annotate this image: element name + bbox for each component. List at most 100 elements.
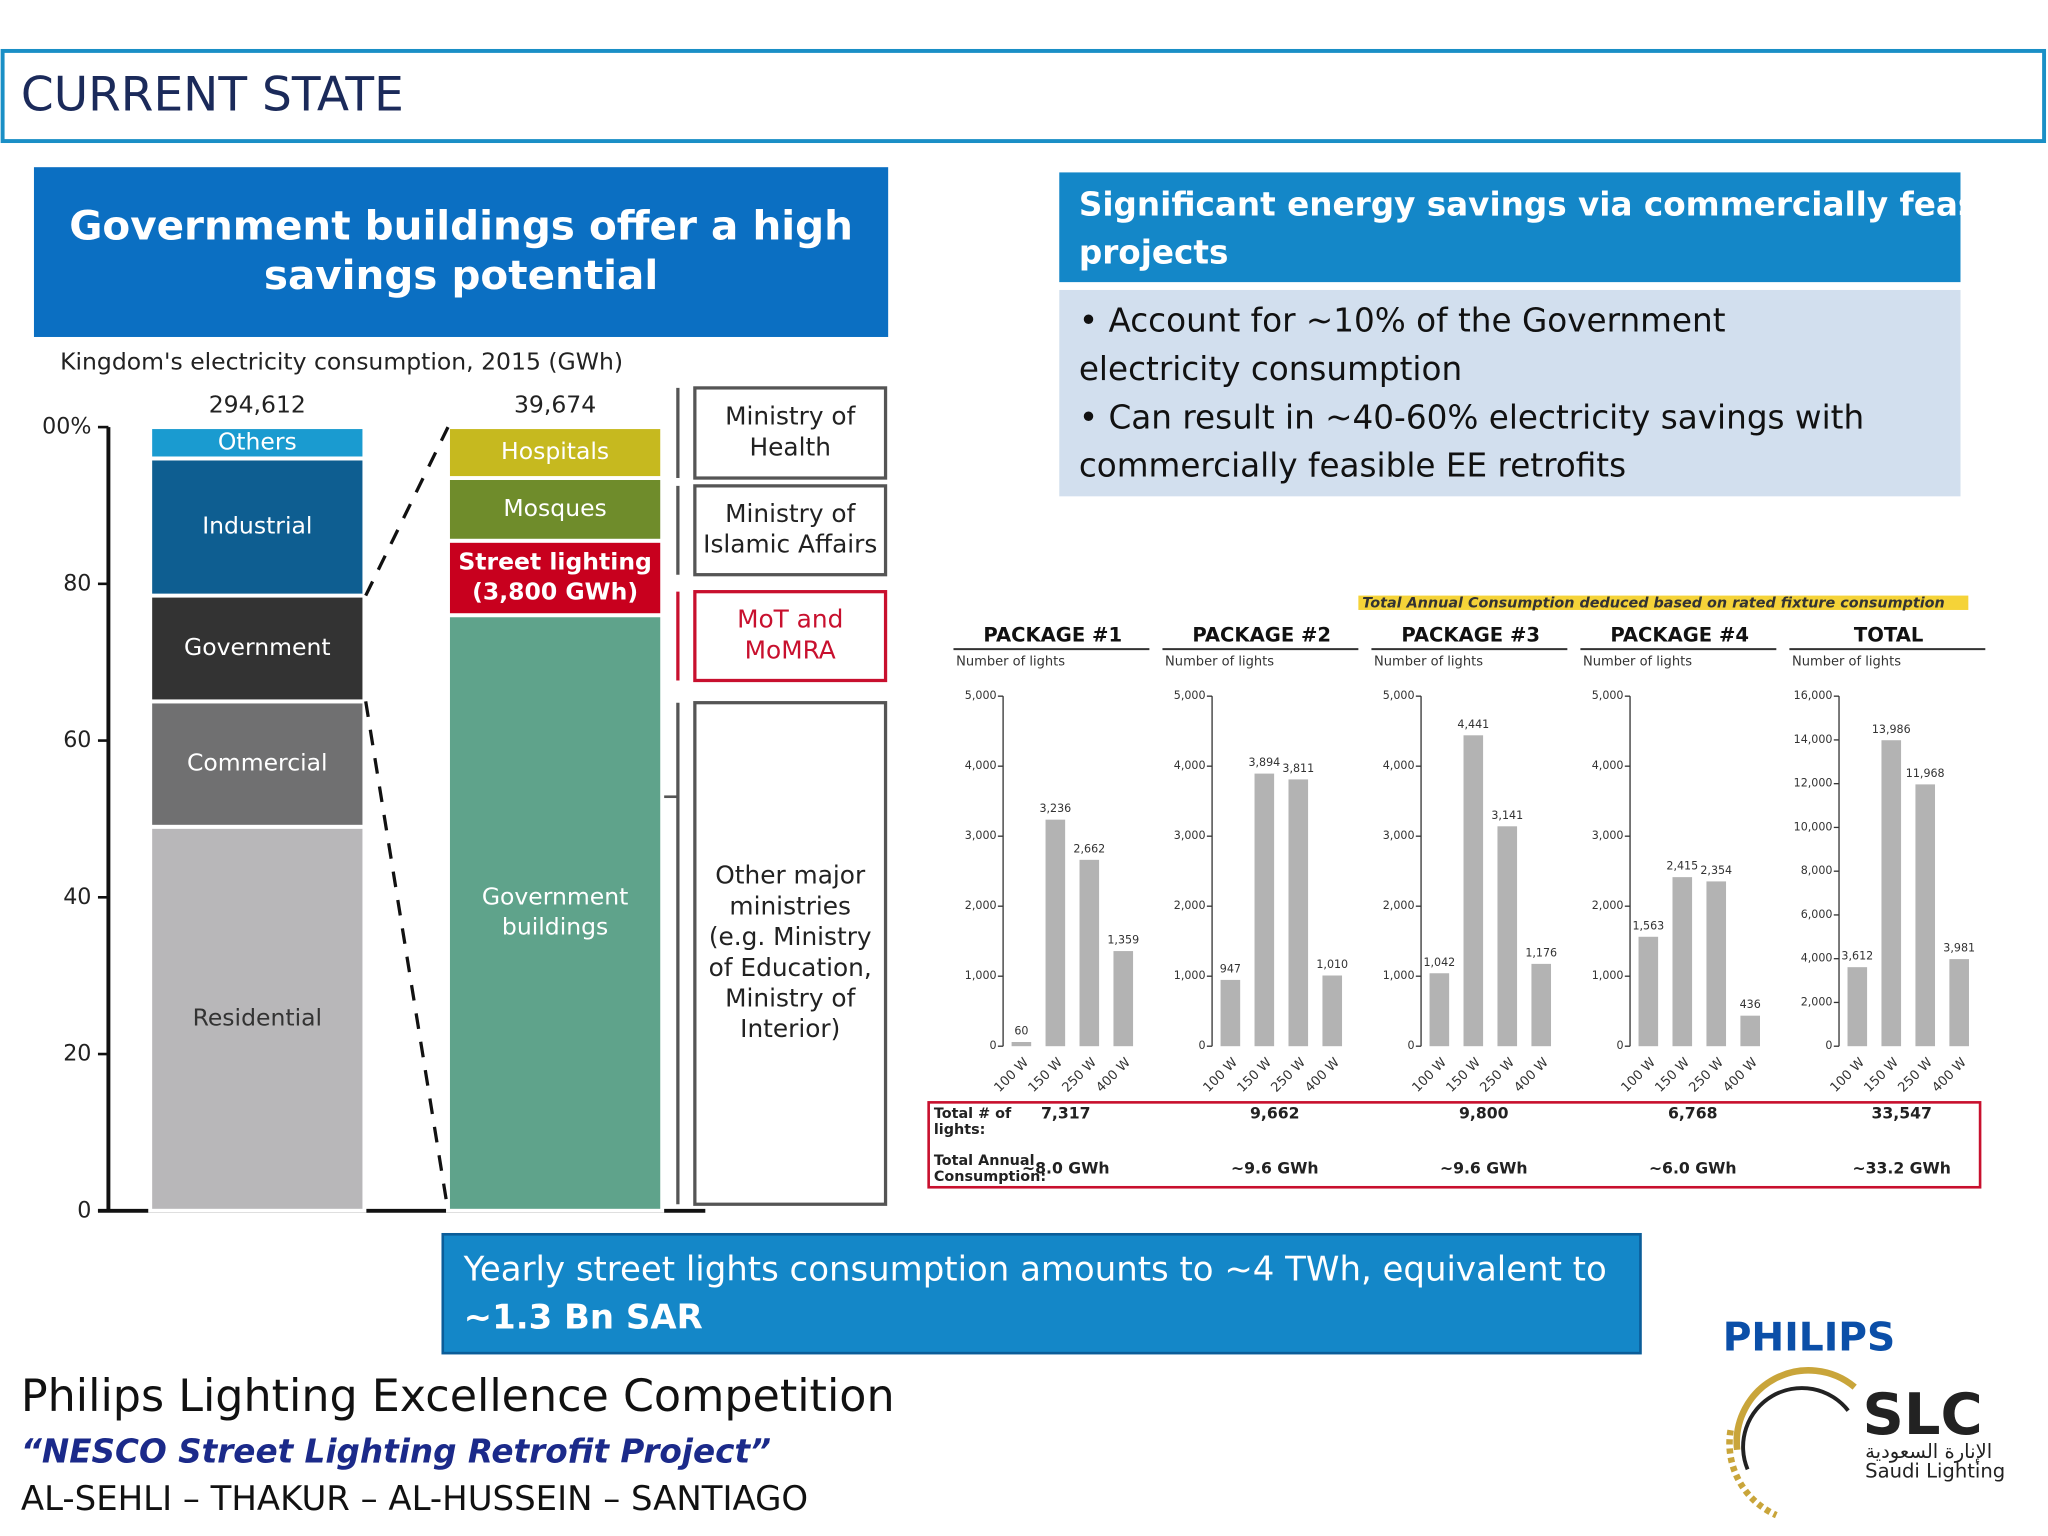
right-body-box <box>1059 289 1961 497</box>
swirl-arc <box>1741 1386 1850 1471</box>
package-title: TOTAL <box>1854 624 1923 647</box>
slc-english: Saudi Lighting <box>1865 1460 2005 1483</box>
y-tick-label: 1,000 <box>1174 969 1206 982</box>
bar <box>1288 779 1309 1047</box>
ministry-label: MoMRA <box>745 635 836 664</box>
consumption-note: Total Annual Consumption deduced based o… <box>1362 595 1944 611</box>
y-tick-label: 80 <box>63 570 91 596</box>
footer-title: Philips Lighting Excellence Competition <box>21 1371 895 1422</box>
y-tick-label: 10,000 <box>1794 820 1833 833</box>
swirl-arc <box>1733 1367 1857 1451</box>
total-lights: 9,662 <box>1250 1104 1300 1123</box>
segment-label: Mosques <box>503 494 606 522</box>
bar <box>1847 967 1868 1047</box>
total-consumption: ~33.2 GWh <box>1852 1158 1950 1177</box>
y-tick-label: 0 <box>77 1197 91 1223</box>
bar-total: 39,674 <box>514 391 596 419</box>
bar-segment <box>148 456 367 598</box>
package-title: PACKAGE #3 <box>1401 624 1540 647</box>
x-tick-label: 400 W <box>1511 1055 1551 1095</box>
bar <box>1497 826 1518 1047</box>
total-consumption: ~9.6 GWh <box>1231 1158 1319 1177</box>
connector <box>364 426 450 597</box>
segment-label: Government <box>184 633 331 661</box>
bar <box>1638 936 1659 1047</box>
slc-arabic: الإنارة السعودية <box>1865 1440 1992 1463</box>
ministry-box <box>693 484 888 577</box>
connector <box>364 701 450 1212</box>
ministry-label: Ministry of <box>725 402 856 431</box>
footer-authors: AL-SEHLI – THAKUR – AL-HUSSEIN – SANTIAG… <box>21 1479 808 1519</box>
bar <box>1045 819 1066 1047</box>
bar <box>1740 1015 1760 1047</box>
ministry-label: of Education, <box>709 953 872 982</box>
total-consumption: ~9.6 GWh <box>1440 1158 1528 1177</box>
y-tick-label: 4,000 <box>1174 759 1206 772</box>
y-tick-label: 20 <box>63 1041 91 1067</box>
bar <box>1429 973 1450 1047</box>
y-tick-label: 0 <box>1825 1039 1832 1052</box>
bar-segment <box>148 593 367 704</box>
x-tick-label: 250 W <box>1895 1055 1935 1095</box>
y-tick-label: 4,000 <box>965 759 997 772</box>
y-tick-label: 2,000 <box>1592 899 1624 912</box>
slc-logo: SLC <box>1863 1381 1983 1448</box>
segment-label: Others <box>218 427 297 455</box>
y-tick-label: 12,000 <box>1794 777 1833 790</box>
total-lights: 6,768 <box>1668 1104 1718 1123</box>
left-title: savings potential <box>264 251 658 299</box>
bar <box>1672 877 1693 1047</box>
bar-segment <box>446 613 665 1213</box>
segment-label: Government <box>482 882 629 910</box>
segment-label: Industrial <box>202 512 312 540</box>
bar <box>1531 963 1552 1047</box>
x-tick-label: 400 W <box>1929 1055 1969 1095</box>
y-tick-label: 2,000 <box>1801 995 1833 1008</box>
left-title-box <box>33 167 889 337</box>
y-tick-label: 6,000 <box>1801 908 1833 921</box>
y-tick-label: 4,000 <box>1801 952 1833 965</box>
row-label: Total # of <box>934 1106 1012 1122</box>
bar-segment <box>446 425 665 480</box>
swirl-arc <box>1726 1429 1778 1519</box>
x-tick-label: 100 W <box>1201 1055 1241 1095</box>
bar-segment <box>148 699 367 829</box>
callout-line: Yearly street lights consumption amounts… <box>463 1249 1607 1289</box>
value-label: 2,354 <box>1700 864 1732 877</box>
x-tick-label: 100 W <box>1619 1055 1659 1095</box>
x-tick-label: 250 W <box>1060 1055 1100 1095</box>
bar-total: 294,612 <box>209 391 306 419</box>
value-label: 11,968 <box>1906 767 1945 780</box>
callout-box <box>441 1232 1642 1355</box>
x-tick-label: 250 W <box>1687 1055 1727 1095</box>
left-subtitle: Kingdom's electricity consumption, 2015 … <box>60 348 623 376</box>
bar <box>1011 1042 1032 1047</box>
left-title: Government buildings offer a high <box>69 202 853 250</box>
bar-segment <box>148 425 367 461</box>
y-tick-label: 16,000 <box>1794 689 1833 702</box>
bar <box>1322 975 1343 1047</box>
header-title: CURRENT STATE <box>21 67 404 122</box>
package-subtitle: Number of lights <box>1374 655 1483 670</box>
segment-label: (3,800 GWh) <box>472 577 638 605</box>
bar <box>1881 740 1902 1047</box>
value-label: 3,612 <box>1841 950 1873 963</box>
x-tick-label: 150 W <box>1026 1055 1066 1095</box>
philips-logo: PHILIPS <box>1723 1316 1896 1361</box>
bar <box>1220 979 1241 1047</box>
value-label: 1,563 <box>1632 919 1664 932</box>
footer-project: “NESCO Street Lighting Retrofit Project” <box>21 1433 771 1471</box>
header-box <box>0 48 2047 144</box>
y-tick-label: 2,000 <box>1174 899 1206 912</box>
y-tick-label: 1,000 <box>965 969 997 982</box>
x-tick-label: 150 W <box>1653 1055 1693 1095</box>
bar <box>1915 784 1936 1047</box>
y-tick-label: 5,000 <box>965 689 997 702</box>
y-tick-label: 0 <box>990 1039 997 1052</box>
package-subtitle: Number of lights <box>1165 655 1274 670</box>
bullet-line: electricity consumption <box>1079 350 1462 388</box>
value-label: 13,986 <box>1872 723 1911 736</box>
y-tick-label: 5,000 <box>1592 689 1624 702</box>
package-subtitle: Number of lights <box>1583 655 1692 670</box>
bar <box>1079 859 1100 1047</box>
